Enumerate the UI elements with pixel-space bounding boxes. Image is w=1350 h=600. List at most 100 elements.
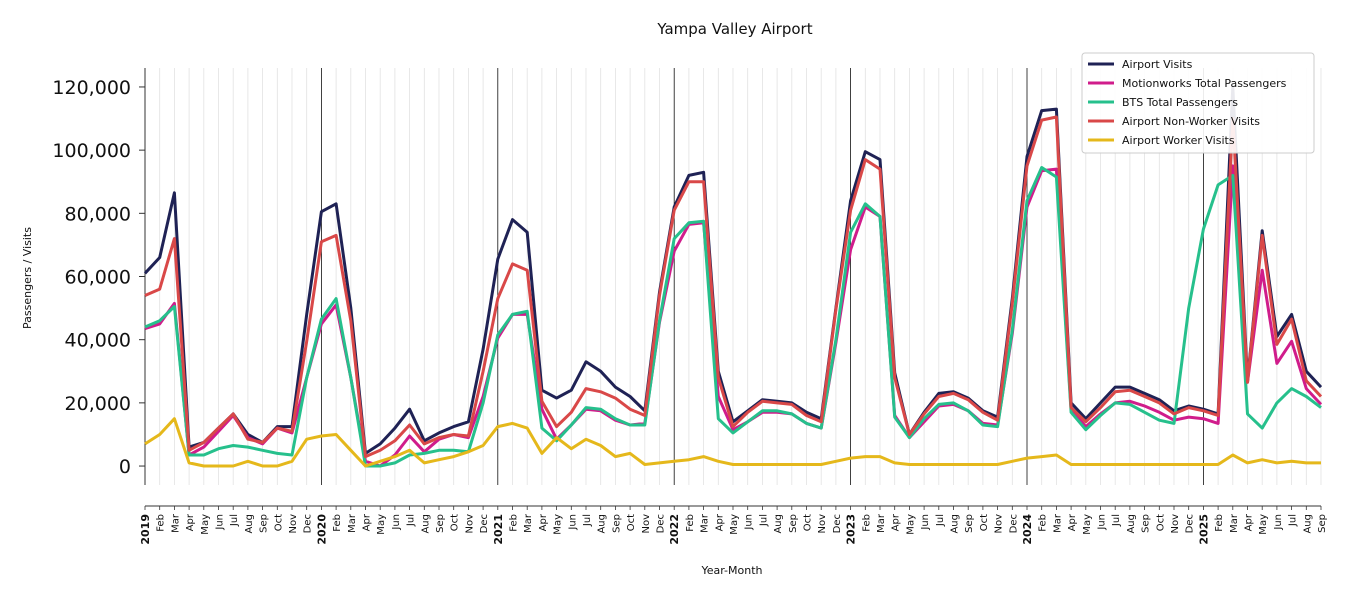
x-tick-month-label: Oct [450, 514, 461, 531]
legend-box [1081, 52, 1315, 154]
x-tick-month-label: Mar [523, 513, 534, 533]
x-axis-label: Year-Month [700, 564, 762, 577]
x-tick-month-label: Jun [1273, 514, 1284, 531]
y-axis-label: Passengers / Visits [21, 227, 34, 329]
x-tick-month-label: Feb [685, 514, 696, 532]
x-tick-month-label: Dec [656, 514, 667, 533]
y-axis: 0 20,000 40,000 60,000 80,000 100,000 120,000 [52, 68, 146, 485]
x-tick-month-label: Feb [1038, 514, 1049, 532]
x-tick-month-label: Oct [979, 514, 990, 531]
x-tick-month-label: Sep [435, 514, 446, 533]
series-line-airport-worker-visits [144, 417, 1321, 468]
chart-title: Yampa Valley Airport [656, 20, 812, 38]
x-tick-month-label: Nov [641, 514, 652, 534]
x-tick-month-label: Mar [1052, 513, 1063, 533]
x-tick-month-label: Apr [714, 513, 725, 531]
x-tick-month-label: May [376, 514, 387, 535]
x-tick-month-label: Feb [1214, 514, 1225, 532]
x-tick-month-label: Dec [303, 514, 314, 533]
x-axis: 2019 Feb Mar Apr May Jun Jul Aug Sep Oct Nov Dec 202… [139, 505, 1328, 545]
y-tick-label: 100,000 [52, 140, 131, 162]
x-tick-month-label: Mar [876, 513, 887, 533]
x-tick-month-label: Jul [406, 514, 417, 527]
x-tick-month-label: Mar [170, 513, 181, 533]
x-tick-month-label: Jul [582, 514, 593, 527]
x-tick-month-label: May [1082, 514, 1093, 535]
legend-label: Airport Worker Visits [1122, 134, 1235, 147]
legend-label: BTS Total Passengers [1122, 96, 1238, 109]
x-tick-month-label: Apr [362, 513, 373, 531]
x-tick-month-label: Apr [891, 513, 902, 531]
x-tick-month-label: May [905, 514, 916, 535]
series-line-bts-total-passengers [144, 166, 1322, 468]
x-tick-month-label: May [729, 514, 740, 535]
x-tick-month-label: Nov [1170, 514, 1181, 534]
series-line-airport-non-worker-visits [144, 115, 1323, 459]
x-tick-month-label: May [200, 514, 211, 535]
x-tick-year-label: 2021 [492, 514, 505, 545]
x-tick-month-label: Feb [332, 514, 343, 532]
x-tick-month-label: Nov [464, 514, 475, 534]
x-tick-month-label: May [553, 514, 564, 535]
x-tick-month-label: Apr [1067, 513, 1078, 531]
x-tick-month-label: Dec [1185, 514, 1196, 533]
x-tick-month-label: Jul [935, 514, 946, 527]
y-tick-label: 40,000 [65, 330, 131, 352]
y-tick-label: 80,000 [65, 203, 131, 225]
x-tick-month-label: Nov [288, 514, 299, 534]
x-tick-month-label: Oct [1155, 514, 1166, 531]
x-tick-month-label: Aug [950, 514, 961, 534]
x-tick-month-label: Dec [1008, 514, 1019, 533]
x-tick-month-label: Jul [1288, 514, 1299, 527]
x-tick-month-label: Jun [920, 514, 931, 531]
x-tick-month-label: Oct [626, 514, 637, 531]
x-tick-month-label: Sep [259, 514, 270, 533]
x-tick-month-label: Aug [1302, 514, 1313, 534]
x-tick-month-label: Jul [229, 514, 240, 527]
x-tick-month-label: Nov [994, 514, 1005, 534]
x-tick-month-label: Mar [1229, 513, 1240, 533]
x-tick-month-label: Oct [273, 514, 284, 531]
x-tick-month-label: Feb [861, 514, 872, 532]
x-tick-month-label: Dec [832, 514, 843, 533]
x-tick-month-label: Dec [479, 514, 490, 533]
x-tick-month-label: Mar [700, 513, 711, 533]
x-tick-month-label: Feb [509, 514, 520, 532]
x-tick-month-label: Jun [215, 514, 226, 531]
x-tick-month-label: Apr [538, 513, 549, 531]
x-tick-month-label: Feb [156, 514, 167, 532]
x-tick-month-label: Aug [1126, 514, 1137, 534]
x-tick-year-label: 2023 [845, 514, 858, 545]
x-tick-year-label: 2020 [315, 514, 328, 545]
legend: Airport Visits Motionworks Total Passenge… [1081, 52, 1315, 154]
y-tick-label: 120,000 [52, 77, 131, 99]
x-tick-month-label: Sep [1317, 514, 1328, 533]
x-tick-month-label: Aug [244, 514, 255, 534]
x-tick-year-label: 2024 [1021, 514, 1034, 545]
x-tick-month-label: Nov [817, 514, 828, 534]
x-tick-month-label: May [1258, 514, 1269, 535]
x-tick-month-label: Sep [964, 514, 975, 533]
y-tick-label: 0 [119, 456, 131, 478]
legend-label: Motionworks Total Passengers [1122, 77, 1287, 90]
x-tick-month-label: Apr [1244, 513, 1255, 531]
x-tick-month-label: Aug [597, 514, 608, 534]
x-tick-year-label: 2025 [1197, 514, 1210, 545]
x-tick-month-label: Sep [611, 514, 622, 533]
series-lines [143, 85, 1323, 468]
x-tick-year-label: 2022 [668, 514, 681, 545]
x-tick-month-label: Apr [185, 513, 196, 531]
x-tick-month-label: Jun [1097, 514, 1108, 531]
x-tick-month-label: Jun [391, 514, 402, 531]
x-tick-year-label: 2019 [139, 514, 152, 545]
x-tick-month-label: Oct [803, 514, 814, 531]
x-tick-month-label: Jul [758, 514, 769, 527]
x-tick-month-label: Aug [420, 514, 431, 534]
x-tick-month-label: Jun [567, 514, 578, 531]
x-tick-month-label: Aug [773, 514, 784, 534]
x-tick-month-label: Sep [788, 514, 799, 533]
x-tick-month-label: Jun [744, 514, 755, 531]
y-tick-label: 60,000 [65, 267, 131, 289]
y-tick-label: 20,000 [65, 393, 131, 415]
